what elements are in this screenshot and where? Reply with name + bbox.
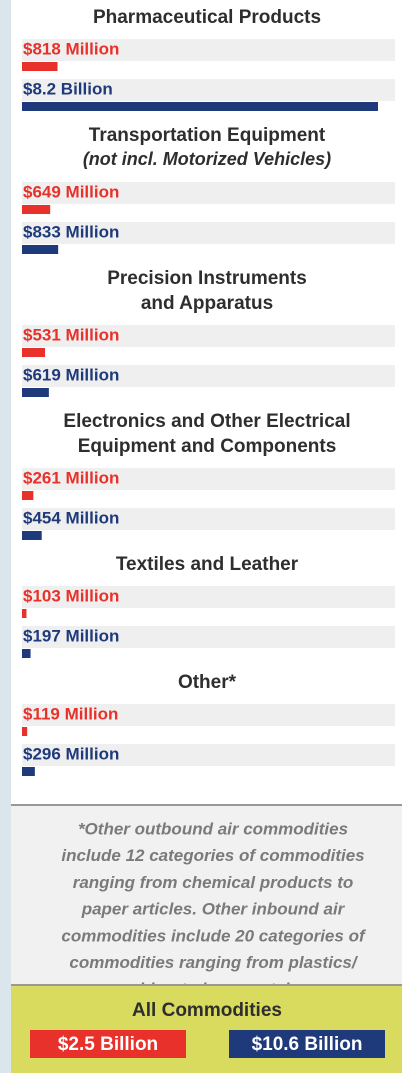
- bar: [22, 205, 51, 214]
- value-label: $833 Million: [23, 222, 119, 241]
- totals-bg: [11, 985, 402, 1073]
- category-title: and Apparatus: [141, 293, 273, 314]
- category-title: Pharmaceutical Products: [93, 7, 321, 28]
- category-title: Electronics and Other Electrical: [63, 411, 350, 432]
- total-box: [30, 1030, 186, 1058]
- footnote: *Other outbound air commodities: [78, 819, 348, 838]
- bar: [22, 491, 34, 500]
- footnote: commodities include 20 categories of: [61, 926, 367, 945]
- label-row: [22, 325, 395, 347]
- value-label: $818 Million: [23, 39, 119, 58]
- label-row: [22, 79, 395, 101]
- totals-title: All Commodities: [132, 1000, 282, 1021]
- value-label: $454 Million: [23, 508, 119, 527]
- total-box: [229, 1030, 385, 1058]
- value-label: $296 Million: [23, 744, 119, 763]
- category-title: Precision Instruments: [107, 268, 307, 289]
- label-row: [22, 468, 395, 490]
- value-label: $8.2 Billion: [23, 79, 113, 98]
- value-label: $197 Million: [23, 626, 119, 645]
- label-row: [22, 39, 395, 61]
- bar: [22, 245, 59, 254]
- label-row: [22, 626, 395, 648]
- footnote: commodities ranging from plastics/: [69, 953, 358, 972]
- category-title: Transportation Equipment: [89, 125, 326, 146]
- category-title: Textiles and Leather: [116, 554, 299, 575]
- value-label: $103 Million: [23, 586, 119, 605]
- category-title: Equipment and Components: [78, 436, 337, 457]
- total-label: $2.5 Billion: [58, 1034, 158, 1055]
- bar: [22, 531, 42, 540]
- label-row: [22, 704, 395, 726]
- bar: [22, 388, 49, 397]
- bar: [22, 649, 31, 658]
- bar: [22, 348, 46, 357]
- footnote: ranging from chemical products to: [73, 873, 354, 892]
- bar: [22, 62, 58, 71]
- bar: [22, 727, 28, 736]
- category-subtitle: (not incl. Motorized Vehicles): [83, 149, 331, 169]
- label-row: [22, 586, 395, 608]
- value-label: $531 Million: [23, 325, 119, 344]
- label-row: [22, 222, 395, 244]
- label-row: [22, 508, 395, 530]
- label-row: [22, 744, 395, 766]
- note-bg: [11, 805, 402, 995]
- category-title: Other*: [178, 672, 237, 693]
- value-label: $119 Million: [23, 704, 118, 723]
- label-row: [22, 365, 395, 387]
- label-row: [22, 182, 395, 204]
- footnote: include 12 categories of commodities: [61, 846, 364, 865]
- value-label: $649 Million: [23, 182, 119, 201]
- bar: [22, 767, 35, 776]
- bar: [22, 609, 27, 618]
- bar: [22, 102, 378, 111]
- value-label: $261 Million: [23, 468, 119, 487]
- total-label: $10.6 Billion: [252, 1034, 363, 1055]
- footnote: paper articles. Other inbound air: [81, 900, 346, 919]
- side-strip: [0, 0, 11, 1073]
- value-label: $619 Million: [23, 365, 119, 384]
